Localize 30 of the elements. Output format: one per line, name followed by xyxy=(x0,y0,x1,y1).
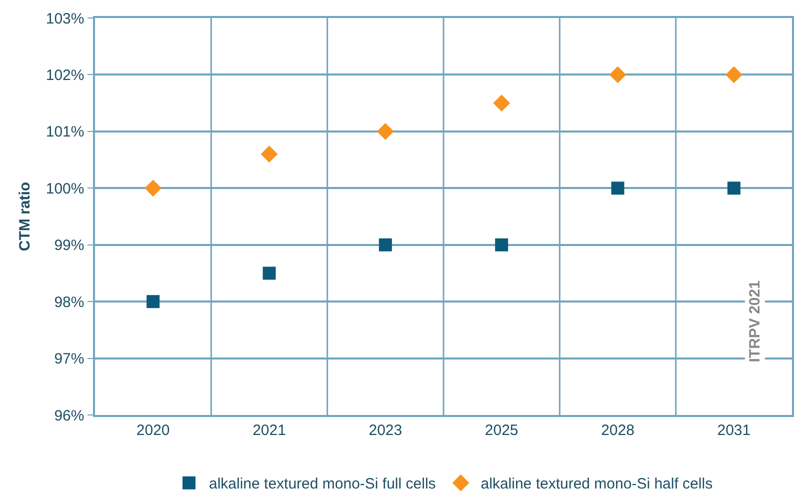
legend-label: alkaline textured mono-Si half cells xyxy=(480,476,713,493)
y-tick-label: 103% xyxy=(46,10,84,28)
point xyxy=(376,122,394,140)
y-tick-label: 102% xyxy=(46,66,84,84)
point xyxy=(260,146,278,163)
annotation: ITRPV 2021 xyxy=(746,280,764,362)
point xyxy=(144,180,162,197)
point xyxy=(495,238,508,252)
y-tick-label: 98% xyxy=(54,294,84,311)
x-tick-label: 2020 xyxy=(136,422,170,439)
legend-label: alkaline textured mono-Si full cells xyxy=(209,476,436,493)
x-tick-label: 2025 xyxy=(484,422,518,439)
point xyxy=(611,182,624,195)
point xyxy=(146,295,160,308)
y-tick-label: 101% xyxy=(46,124,84,141)
y-tick-label: 97% xyxy=(54,350,84,368)
y-tick-label: 96% xyxy=(54,407,84,424)
x-tick-label: 2031 xyxy=(717,422,751,439)
point xyxy=(262,266,276,280)
y-axis-title: CTM ratio xyxy=(16,182,34,252)
point xyxy=(725,66,742,84)
y-tick-label: 99% xyxy=(54,237,84,254)
point xyxy=(378,238,392,252)
x-tick-label: 2021 xyxy=(252,422,286,439)
point xyxy=(609,66,626,84)
x-tick-label: 2028 xyxy=(601,422,634,439)
x-tick-label: 2023 xyxy=(368,422,402,439)
y-tick-label: 100% xyxy=(46,180,84,198)
point xyxy=(727,182,740,195)
point xyxy=(493,94,510,112)
